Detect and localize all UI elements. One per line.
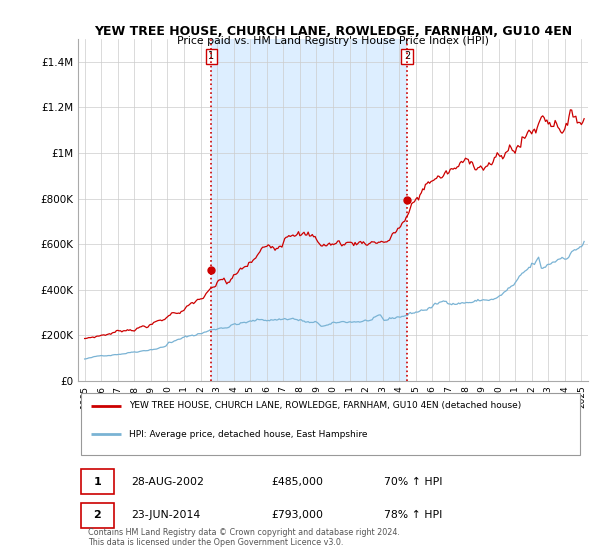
Bar [211, 39, 407, 381]
Text: 78% ↑ HPI: 78% ↑ HPI [384, 510, 442, 520]
Text: £485,000: £485,000 [272, 477, 324, 487]
FancyBboxPatch shape [80, 469, 114, 494]
Text: 23-JUN-2014: 23-JUN-2014 [131, 510, 201, 520]
Text: 1: 1 [208, 51, 214, 61]
Text: Price paid vs. HM Land Registry's House Price Index (HPI): Price paid vs. HM Land Registry's House … [177, 36, 489, 46]
Text: 2: 2 [93, 510, 101, 520]
FancyBboxPatch shape [80, 502, 114, 528]
Text: HPI: Average price, detached house, East Hampshire: HPI: Average price, detached house, East… [129, 430, 367, 439]
Text: 2: 2 [404, 51, 410, 61]
Text: 70% ↑ HPI: 70% ↑ HPI [384, 477, 443, 487]
Text: YEW TREE HOUSE, CHURCH LANE, ROWLEDGE, FARNHAM, GU10 4EN: YEW TREE HOUSE, CHURCH LANE, ROWLEDGE, F… [94, 25, 572, 38]
FancyBboxPatch shape [80, 393, 580, 455]
Text: £793,000: £793,000 [272, 510, 324, 520]
Text: YEW TREE HOUSE, CHURCH LANE, ROWLEDGE, FARNHAM, GU10 4EN (detached house): YEW TREE HOUSE, CHURCH LANE, ROWLEDGE, F… [129, 402, 521, 410]
Text: Contains HM Land Registry data © Crown copyright and database right 2024.
This d: Contains HM Land Registry data © Crown c… [88, 528, 400, 547]
Text: 28-AUG-2002: 28-AUG-2002 [131, 477, 205, 487]
Text: 1: 1 [93, 477, 101, 487]
